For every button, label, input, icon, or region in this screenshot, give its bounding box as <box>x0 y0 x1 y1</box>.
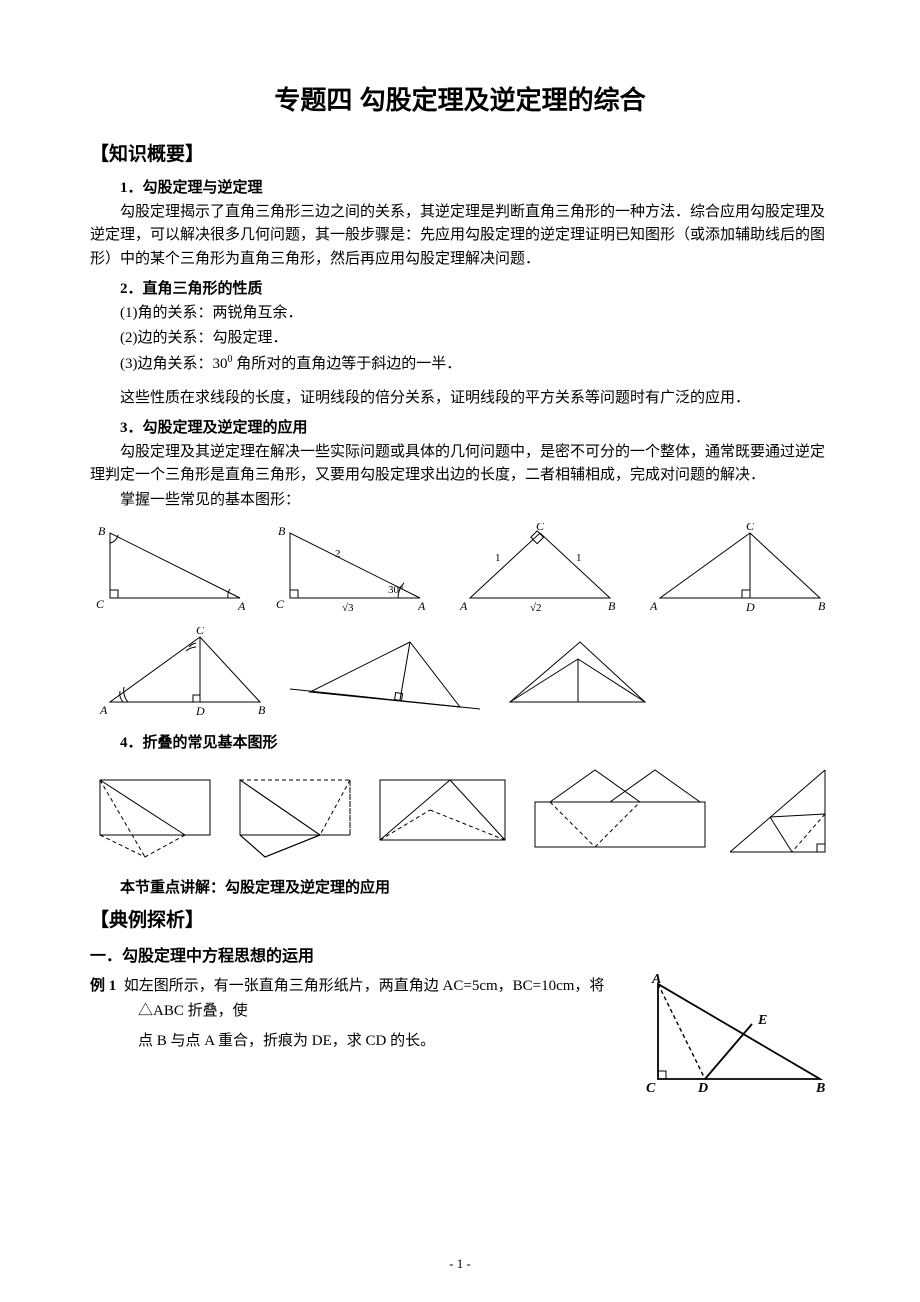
list-item-3: (3)边角关系：300 角所对的直角边等于斜边的一半． <box>120 352 830 376</box>
svg-text:C: C <box>536 523 545 533</box>
svg-text:√3: √3 <box>342 602 354 613</box>
svg-text:30°: 30° <box>388 584 403 596</box>
svg-text:B: B <box>278 524 286 538</box>
svg-text:B: B <box>818 599 826 613</box>
svg-text:E: E <box>757 1013 767 1028</box>
subsection-1-title: 一．勾股定理中方程思想的运用 <box>90 942 830 966</box>
figure-row-3 <box>90 762 830 862</box>
subhead-3: 3．勾股定理及逆定理的应用 <box>90 416 830 437</box>
figure-row-1: B C A B C A 2 30° √3 <box>90 523 830 613</box>
example-1-text1: 如左图所示，有一张直角三角形纸片，两直角边 AC=5cm，BC=10cm，将△A… <box>124 978 605 1020</box>
svg-text:A: A <box>237 599 246 613</box>
basic-figures-row1: B C A B C A 2 30° √3 <box>90 523 830 613</box>
section-examples-header: 典例探析 <box>90 905 830 932</box>
li3-suffix: 角所对的直角边等于斜边的一半． <box>236 356 461 372</box>
paragraph-4: 掌握一些常见的基本图形： <box>90 489 830 512</box>
section-knowledge-header: 知识概要 <box>90 139 830 166</box>
svg-text:C: C <box>746 523 755 533</box>
list-item-2: (2)边的关系：勾股定理． <box>120 327 830 350</box>
subhead-1: 1．勾股定理与逆定理 <box>90 176 830 197</box>
page-number: - 1 - <box>0 1256 920 1272</box>
svg-text:B: B <box>608 599 616 613</box>
svg-text:√2: √2 <box>530 602 542 613</box>
fold-figures <box>90 762 830 862</box>
svg-text:A: A <box>99 703 108 717</box>
svg-text:A: A <box>417 599 426 613</box>
svg-text:B: B <box>98 524 106 538</box>
paragraph-1: 勾股定理揭示了直角三角形三边之间的关系，其逆定理是判断直角三角形的一种方法．综合… <box>90 201 830 271</box>
svg-text:B: B <box>815 1081 825 1094</box>
svg-text:C: C <box>96 597 105 611</box>
list-item-1: (1)角的关系：两锐角互余． <box>120 302 830 325</box>
svg-text:A: A <box>459 599 468 613</box>
subhead-4: 4．折叠的常见基本图形 <box>90 731 830 752</box>
paragraph-2: 这些性质在求线段的长度，证明线段的倍分关系，证明线段的平方关系等问题时有广泛的应… <box>90 387 830 410</box>
svg-text:B: B <box>258 703 266 717</box>
svg-text:1: 1 <box>495 552 501 564</box>
svg-text:A: A <box>649 599 658 613</box>
svg-text:C: C <box>646 1081 656 1094</box>
svg-text:A: A <box>651 974 661 987</box>
svg-text:D: D <box>195 704 205 717</box>
svg-text:C: C <box>196 627 205 637</box>
page-title: 专题四 勾股定理及逆定理的综合 <box>90 80 830 117</box>
svg-text:1: 1 <box>576 552 582 564</box>
emphasis-line: 本节重点讲解：勾股定理及逆定理的应用 <box>90 876 830 897</box>
degree-superscript: 0 <box>228 354 233 365</box>
example-1-figure: A B C D E <box>630 974 830 1099</box>
svg-text:C: C <box>276 597 285 611</box>
basic-figures-row2: A B C D <box>90 627 650 717</box>
document-page: 专题四 勾股定理及逆定理的综合 知识概要 1．勾股定理与逆定理 勾股定理揭示了直… <box>0 0 920 1302</box>
figure-row-2: A B C D <box>90 627 830 717</box>
svg-text:D: D <box>697 1081 708 1094</box>
subhead-2: 2．直角三角形的性质 <box>90 277 830 298</box>
svg-text:D: D <box>745 600 755 613</box>
li3-prefix: (3)边角关系：30 <box>120 356 228 372</box>
example-1-label: 例 1 <box>90 978 116 994</box>
svg-text:2: 2 <box>335 548 341 560</box>
example-1-block: A B C D E 例 1 如左图所示，有一张直角三角形纸片，两直角边 AC=5… <box>90 974 830 1099</box>
paragraph-3: 勾股定理及其逆定理在解决一些实际问题或具体的几何问题中，是密不可分的一个整体，通… <box>90 441 830 488</box>
